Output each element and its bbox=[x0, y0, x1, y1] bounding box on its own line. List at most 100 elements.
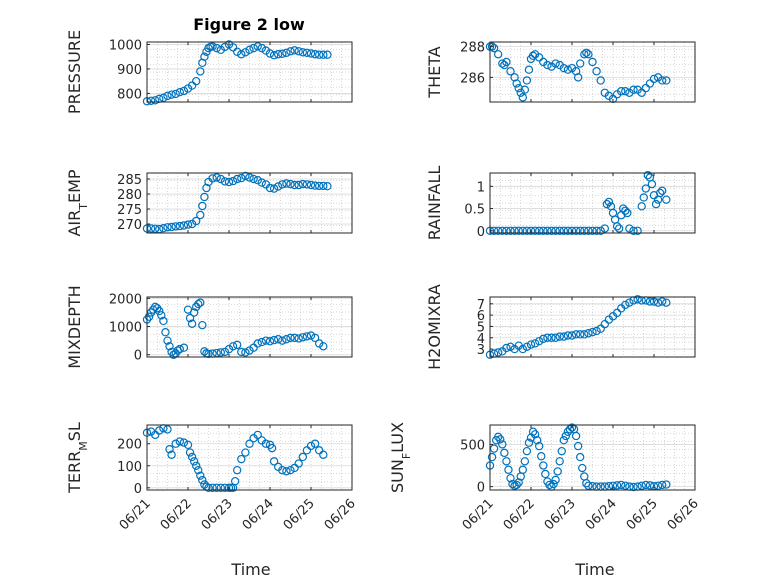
data-point bbox=[278, 49, 287, 58]
axes-box bbox=[146, 41, 353, 103]
data-point bbox=[257, 337, 266, 347]
data-point bbox=[518, 93, 528, 102]
data-point bbox=[563, 65, 573, 74]
data-point bbox=[196, 298, 205, 307]
y-tick-label: 5 bbox=[477, 320, 485, 335]
y-tick-label: 6 bbox=[477, 309, 485, 324]
x-tick-label: 06/21 bbox=[117, 496, 154, 533]
data-point bbox=[163, 425, 172, 434]
data-point bbox=[555, 226, 564, 235]
data-point bbox=[637, 481, 646, 490]
data-point bbox=[580, 330, 589, 339]
data-point bbox=[524, 65, 534, 74]
data-point bbox=[175, 88, 184, 97]
data-point bbox=[537, 452, 546, 461]
data-point bbox=[539, 226, 548, 235]
data-point bbox=[183, 440, 193, 450]
data-point bbox=[600, 224, 610, 233]
data-point bbox=[524, 438, 534, 447]
x-tick-label: 06/24 bbox=[240, 496, 277, 533]
data-point bbox=[518, 465, 528, 474]
y-tick-label: 0 bbox=[134, 349, 142, 364]
data-point bbox=[645, 79, 655, 88]
data-point bbox=[658, 186, 667, 195]
data-point bbox=[232, 174, 242, 184]
y-tick-label: 2000 bbox=[109, 292, 142, 307]
data-point bbox=[541, 469, 550, 479]
data-point bbox=[500, 448, 509, 458]
data-point bbox=[662, 76, 671, 85]
data-point bbox=[518, 344, 528, 354]
data-point bbox=[302, 332, 312, 341]
data-point bbox=[232, 465, 242, 475]
y-tick-label: 285 bbox=[117, 173, 142, 188]
data-point bbox=[315, 50, 324, 59]
data-point bbox=[200, 347, 209, 356]
data-point bbox=[596, 226, 605, 235]
data-point bbox=[323, 50, 332, 59]
data-point bbox=[502, 226, 511, 235]
data-point bbox=[551, 226, 560, 235]
data-point bbox=[269, 335, 279, 345]
data-point bbox=[208, 42, 217, 51]
data-point bbox=[187, 319, 197, 328]
data-point bbox=[588, 327, 597, 337]
data-point bbox=[278, 336, 287, 345]
data-point bbox=[189, 308, 199, 317]
data-point bbox=[212, 173, 221, 182]
data-point bbox=[543, 226, 552, 235]
data-point bbox=[633, 295, 642, 304]
data-point bbox=[204, 43, 213, 53]
data-point bbox=[257, 43, 266, 53]
data-point bbox=[175, 221, 184, 231]
x-tick-label: 06/24 bbox=[583, 496, 620, 533]
data-point bbox=[204, 483, 213, 492]
data-point bbox=[216, 348, 225, 357]
data-point bbox=[582, 48, 591, 57]
data-point bbox=[274, 182, 283, 191]
x-tick-label: 06/22 bbox=[501, 496, 538, 533]
figure-title: Figure 2 low bbox=[193, 15, 305, 34]
data-point bbox=[592, 226, 601, 235]
data-point bbox=[658, 297, 667, 306]
data-point bbox=[198, 320, 207, 330]
data-point bbox=[179, 343, 189, 352]
data-point bbox=[637, 88, 646, 97]
data-point bbox=[592, 326, 601, 336]
data-point bbox=[543, 333, 552, 342]
data-point bbox=[163, 91, 172, 101]
data-point bbox=[200, 52, 209, 61]
data-point bbox=[302, 48, 312, 57]
data-point bbox=[633, 226, 642, 235]
data-point bbox=[584, 226, 593, 235]
data-point bbox=[282, 48, 291, 57]
data-point bbox=[576, 59, 585, 68]
y-tick-label: 100 bbox=[117, 460, 142, 475]
data-point bbox=[282, 335, 291, 344]
data-point bbox=[604, 197, 614, 207]
data-point bbox=[294, 180, 303, 190]
y-tick-label: 7 bbox=[477, 298, 485, 313]
data-point bbox=[629, 226, 638, 235]
axes-box bbox=[489, 424, 696, 491]
data-point bbox=[647, 179, 657, 189]
y-tick-label: 286 bbox=[460, 71, 485, 86]
x-tick-label: 06/23 bbox=[199, 496, 236, 533]
y-axis-label: RAINFALL bbox=[425, 166, 444, 241]
data-point bbox=[241, 48, 250, 57]
data-point bbox=[535, 53, 544, 62]
data-point bbox=[165, 342, 174, 351]
data-point bbox=[662, 195, 671, 204]
data-point bbox=[241, 448, 250, 457]
data-point bbox=[535, 226, 544, 235]
data-point bbox=[212, 43, 221, 53]
data-point bbox=[286, 179, 295, 189]
data-point bbox=[171, 439, 180, 448]
y-axis-label: AIRTEMP bbox=[65, 169, 90, 236]
data-point bbox=[567, 423, 577, 432]
data-point bbox=[245, 45, 254, 55]
data-point bbox=[530, 339, 540, 348]
x-axis-label-left: Time bbox=[230, 560, 270, 579]
data-point bbox=[159, 223, 168, 233]
